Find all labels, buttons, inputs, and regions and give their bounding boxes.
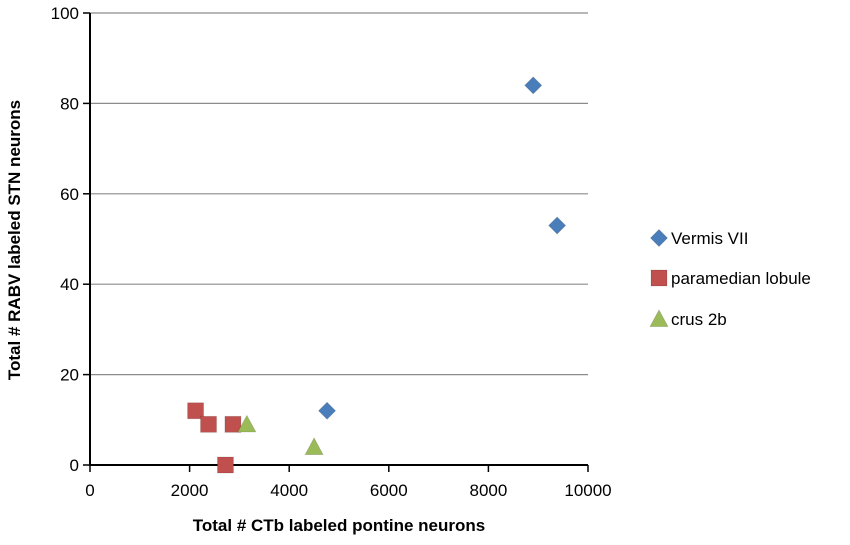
legend-label-paramedian-lobule: paramedian lobule <box>671 269 811 288</box>
y-tick-label-80: 80 <box>60 94 79 113</box>
point-crus-2b-2 <box>304 437 324 455</box>
legend-item-vermis-vii: Vermis VII <box>649 228 748 248</box>
x-tick-label-6000: 6000 <box>370 481 408 500</box>
legend-item-paramedian-lobule: paramedian lobule <box>650 269 811 288</box>
x-tick-label-0: 0 <box>85 481 94 500</box>
x-tick-label-4000: 4000 <box>270 481 308 500</box>
axes <box>83 12 589 472</box>
legend-symbol-paramedian-lobule <box>650 269 668 287</box>
legend-item-crus-2b: crus 2b <box>649 309 727 329</box>
point-paramedian-lobule-2 <box>200 415 217 433</box>
legend: Vermis VII paramedian lobule crus 2b <box>649 228 811 329</box>
legend-symbol-crus-2b <box>649 309 669 328</box>
point-paramedian-lobule-3 <box>224 415 242 433</box>
point-vermis-vii-3 <box>317 401 337 420</box>
point-vermis-vii-2 <box>548 216 567 235</box>
legend-label-crus-2b: crus 2b <box>671 310 727 329</box>
point-vermis-vii-1 <box>524 76 543 95</box>
data-points <box>187 76 567 474</box>
legend-marker-vermis-vii <box>649 228 669 248</box>
legend-marker-crus-2b <box>649 309 669 328</box>
y-tick-label-60: 60 <box>60 185 79 204</box>
y-tick-label-100: 100 <box>51 4 79 23</box>
x-tick-label-10000: 10000 <box>564 481 611 500</box>
point-crus-2b-1 <box>237 414 257 433</box>
legend-symbol-vermis-vii <box>649 228 669 248</box>
y-tick-label-0: 0 <box>70 456 79 475</box>
x-tick-label-2000: 2000 <box>171 481 209 500</box>
tick-labels: 0 20 40 60 80 100 0 2000 4000 6000 8000 10000 <box>51 4 612 500</box>
point-paramedian-lobule-1 <box>187 402 204 420</box>
legend-marker-paramedian-lobule <box>650 269 668 287</box>
y-tick-label-20: 20 <box>60 366 79 385</box>
y-tick-label-40: 40 <box>60 275 79 294</box>
legend-label-vermis-vii: Vermis VII <box>671 229 748 248</box>
point-paramedian-lobule-4 <box>217 456 234 474</box>
x-axis-title: Total # CTb labeled pontine neurons <box>193 516 485 535</box>
grid-lines <box>90 12 588 376</box>
x-tick-label-8000: 8000 <box>469 481 507 500</box>
y-axis-title: Total # RABV labeled STN neurons <box>5 100 24 380</box>
